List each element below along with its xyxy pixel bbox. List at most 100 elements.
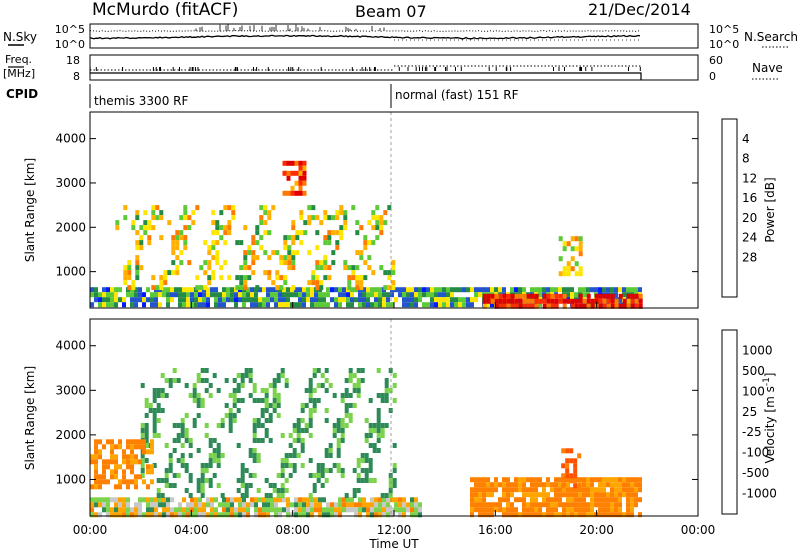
heatmap-cell [287, 260, 292, 266]
heatmap-cell [363, 260, 368, 266]
heatmap-cell [554, 507, 558, 513]
heatmap-cell [114, 502, 118, 508]
heatmap-cell [602, 287, 606, 293]
heatmap-cell [582, 292, 586, 298]
heatmap-cell [230, 502, 234, 508]
heatmap-cell [160, 478, 165, 483]
freq-panel: Freq. [MHz] 18 8 60 0 Nave [3, 53, 783, 83]
heatmap-cell [162, 512, 166, 518]
heatmap-cell [364, 438, 369, 443]
heatmap-cell [266, 292, 270, 298]
heatmap-cell [294, 287, 298, 293]
heatmap-cell [198, 297, 202, 303]
heatmap-cell [226, 512, 230, 518]
heatmap-cell [184, 468, 189, 473]
heatmap-cell [278, 507, 282, 513]
heatmap-cell [254, 497, 258, 503]
heatmap-cell [264, 478, 269, 483]
heatmap-cell [94, 297, 98, 303]
heatmap-cell [162, 507, 166, 513]
heatmap-cell [394, 297, 398, 303]
heatmap-cell [324, 408, 329, 413]
heatmap-cell [122, 302, 126, 308]
heatmap-cell [202, 512, 206, 518]
heatmap-cell [323, 210, 328, 216]
heatmap-cell [474, 482, 478, 488]
heatmap-cell [561, 463, 566, 469]
heatmap-cell [214, 497, 218, 503]
heatmap-cell [144, 413, 149, 418]
heatmap-cell [574, 303, 579, 309]
heatmap-cell [410, 292, 414, 298]
heatmap-cell [242, 502, 246, 508]
heatmap-cell [327, 235, 332, 241]
heatmap-cell [267, 270, 272, 276]
heatmap-cell [288, 463, 293, 468]
heatmap-cell [291, 220, 296, 226]
heatmap-cell [376, 418, 381, 423]
heatmap-cell [194, 292, 198, 298]
heatmap-cell [220, 453, 225, 458]
heatmap-cell [239, 275, 244, 281]
heatmap-cell [402, 297, 406, 303]
heatmap-cell [586, 482, 590, 488]
x-tick-label: 12:00 [377, 523, 412, 537]
heatmap-cell [175, 235, 180, 241]
heatmap-cell [187, 225, 192, 231]
heatmap-cell [347, 265, 352, 271]
heatmap-cell [250, 302, 254, 308]
heatmap-cell [236, 373, 241, 378]
heatmap-cell [348, 403, 353, 408]
heatmap-cell [577, 453, 582, 459]
heatmap-cell [622, 487, 626, 493]
heatmap-cell [602, 512, 606, 518]
heatmap-cell [554, 303, 559, 309]
heatmap-cell [276, 493, 281, 498]
heatmap-cell [324, 388, 329, 393]
heatmap-cell [204, 368, 209, 373]
heatmap-cell [339, 210, 344, 216]
heatmap-cell [118, 287, 122, 293]
noise-spikes [195, 24, 639, 41]
heatmap-cell [248, 368, 253, 373]
heatmap-cell [598, 502, 602, 508]
heatmap-cell [634, 293, 639, 299]
heatmap-cell [166, 297, 170, 303]
noise-right-tick-bottom: 10^0 [709, 38, 739, 51]
heatmap-cell [339, 225, 344, 231]
heatmap-cell [232, 388, 237, 393]
heatmap-cell [343, 265, 348, 271]
heatmap-cell [150, 292, 154, 298]
heatmap-cell [250, 292, 254, 298]
heatmap-cell [200, 478, 205, 483]
heatmap-cell [626, 303, 631, 309]
heatmap-cell [414, 507, 418, 513]
heatmap-cell [254, 297, 258, 303]
heatmap-cell [140, 458, 145, 463]
heatmap-cell [159, 280, 164, 286]
heatmap-cell [518, 303, 523, 309]
heatmap-cell [622, 303, 627, 309]
heatmap-cell [206, 512, 210, 518]
heatmap-cell [478, 497, 482, 503]
heatmap-cell [626, 502, 630, 508]
noise-left-tick-top: 10^5 [55, 23, 85, 36]
heatmap-cell [182, 497, 186, 503]
heatmap-cell [144, 458, 149, 463]
heatmap-cell [135, 265, 140, 271]
heatmap-cell [542, 293, 547, 299]
heatmap-cell [470, 302, 474, 308]
heatmap-cell [311, 270, 316, 276]
heatmap-cell [343, 225, 348, 231]
heatmap-cell [210, 507, 214, 513]
heatmap-cell [582, 482, 586, 488]
heatmap-cell [626, 507, 630, 513]
heatmap-cell [176, 438, 181, 443]
heatmap-cell [614, 492, 618, 498]
heatmap-cell [248, 373, 253, 378]
heatmap-cell [150, 497, 154, 503]
heatmap-cell [392, 478, 397, 483]
heatmap-cell [388, 488, 393, 493]
heatmap-cell [614, 497, 618, 503]
heatmap-cell [146, 512, 150, 518]
